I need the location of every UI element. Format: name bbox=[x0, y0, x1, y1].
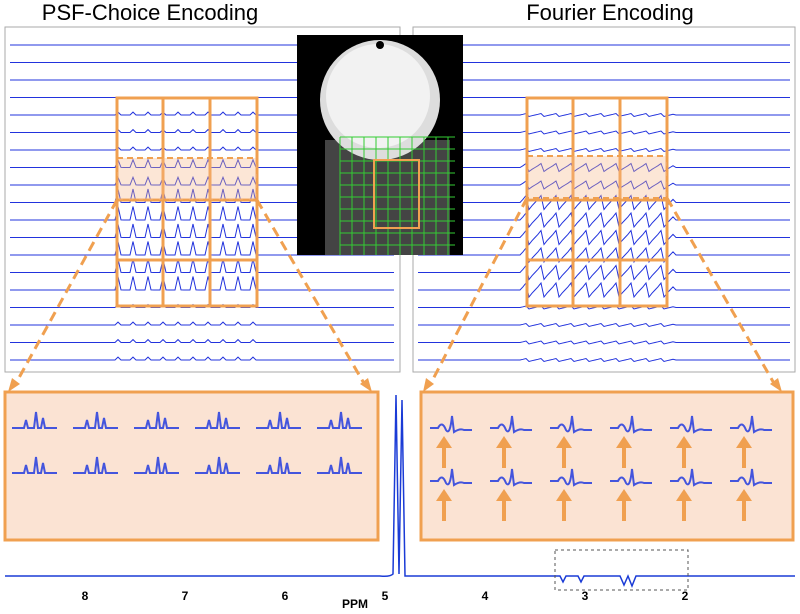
highlight bbox=[526, 155, 668, 199]
zoom-trace bbox=[430, 415, 472, 434]
zoom-trace bbox=[550, 415, 592, 434]
zoom-trace bbox=[12, 411, 57, 429]
trace bbox=[418, 305, 790, 310]
callout-box bbox=[419, 390, 795, 542]
zoom-trace bbox=[195, 456, 240, 474]
tick-label: 5 bbox=[382, 589, 389, 603]
zoomed-traces bbox=[12, 411, 772, 521]
highlight bbox=[116, 157, 258, 201]
zoom-trace bbox=[134, 456, 179, 474]
zoom-trace bbox=[134, 411, 179, 429]
tick-label: 6 bbox=[282, 589, 289, 603]
trace bbox=[418, 357, 790, 363]
zoom-trace bbox=[490, 415, 532, 434]
tick-label: 7 bbox=[182, 589, 189, 603]
trace bbox=[418, 322, 790, 328]
zoom-trace bbox=[730, 468, 772, 487]
tick-label: 2 bbox=[682, 589, 689, 603]
trace bbox=[418, 246, 790, 264]
trace bbox=[10, 338, 394, 343]
trace bbox=[418, 194, 790, 211]
trace bbox=[418, 264, 790, 281]
trace bbox=[418, 229, 790, 246]
arrow-head bbox=[436, 489, 452, 501]
zoom-trace bbox=[256, 456, 301, 474]
zoom-trace bbox=[73, 456, 118, 474]
arrow-head bbox=[676, 489, 692, 501]
spectrum-line bbox=[5, 394, 795, 589]
zoom-trace bbox=[195, 411, 240, 429]
trace bbox=[10, 356, 394, 361]
trace bbox=[418, 340, 790, 345]
axis-label: PPM bbox=[342, 597, 368, 611]
callout-arrowheads bbox=[8, 378, 782, 392]
zoom-trace bbox=[610, 415, 652, 434]
arrow-head bbox=[616, 489, 632, 501]
trace bbox=[418, 130, 790, 135]
arrow-head bbox=[736, 436, 752, 448]
zoom-trace bbox=[317, 411, 362, 429]
callout-lines bbox=[13, 197, 777, 386]
zoom-trace bbox=[317, 456, 362, 474]
arrow-head bbox=[496, 489, 512, 501]
trace bbox=[418, 211, 790, 229]
trace bbox=[10, 276, 394, 291]
trace bbox=[418, 147, 790, 153]
trace bbox=[10, 258, 394, 273]
zoom-trace bbox=[610, 468, 652, 487]
tick-label: 3 bbox=[582, 589, 589, 603]
arrow-head bbox=[736, 489, 752, 501]
zoom-trace bbox=[430, 468, 472, 487]
zoom-trace bbox=[670, 415, 712, 434]
zoom-trace bbox=[256, 411, 301, 429]
arrow-head bbox=[556, 489, 572, 501]
zoom-trace bbox=[550, 468, 592, 487]
tick-label: 8 bbox=[82, 589, 89, 603]
zoom-trace bbox=[490, 468, 532, 487]
mri-image bbox=[297, 35, 463, 255]
trace bbox=[418, 162, 790, 173]
zoom-trace bbox=[12, 456, 57, 474]
tick-label: 4 bbox=[482, 589, 489, 603]
callout-box bbox=[3, 390, 380, 542]
zoom-trace bbox=[73, 411, 118, 429]
arrow-head bbox=[556, 436, 572, 448]
zoom-trace bbox=[670, 468, 712, 487]
arrow-head bbox=[676, 436, 692, 448]
zoom-box bbox=[554, 549, 689, 591]
arrow-head bbox=[496, 436, 512, 448]
zoom-trace bbox=[730, 415, 772, 434]
panel-title: Fourier Encoding bbox=[526, 0, 694, 25]
arrow-head bbox=[436, 436, 452, 448]
trace bbox=[418, 180, 790, 190]
panel-title: PSF-Choice Encoding bbox=[42, 0, 258, 25]
trace bbox=[418, 112, 790, 118]
arrow-head bbox=[616, 436, 632, 448]
